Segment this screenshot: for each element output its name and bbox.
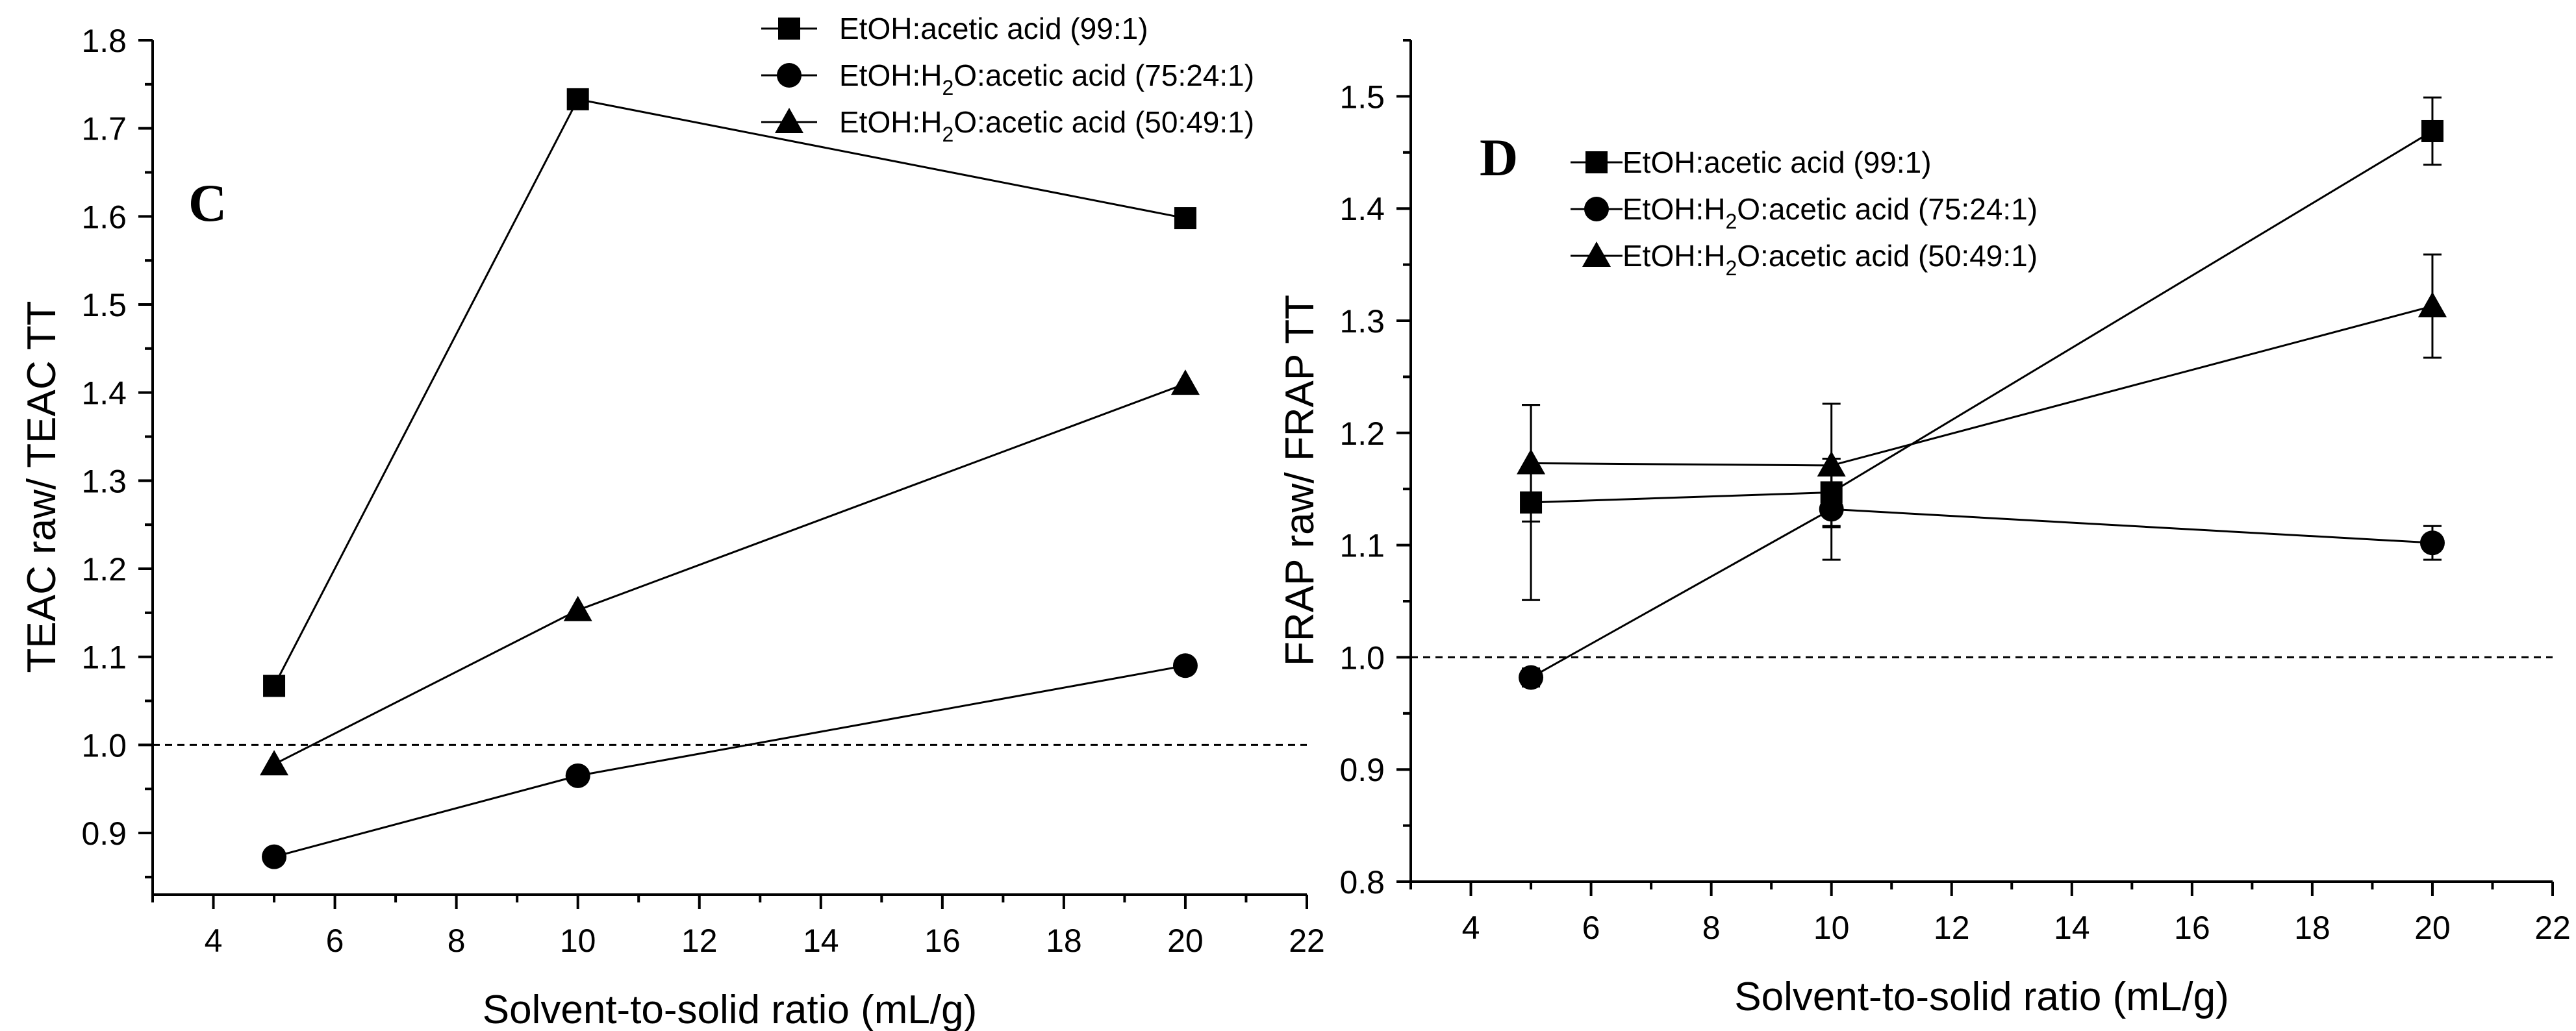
x-tick-label: 10 [1813,910,1850,946]
y-tick-label: 1.4 [1339,191,1385,227]
legend-marker [775,108,803,133]
series-circle [262,653,1198,869]
legend-label: EtOH:acetic acid (99:1) [839,12,1148,45]
legend-label: EtOH:H2O:acetic acid (75:24:1) [839,58,1254,99]
legend-label-part: O:acetic acid (75:24:1) [1737,192,2038,226]
y-axis-title: FRAP raw/ FRAP TT [1278,295,1322,666]
panel-letter: C [188,173,227,232]
data-point [1517,449,1546,475]
legend-label-subscript: 2 [942,123,953,146]
y-tick-label: 1.4 [81,375,127,412]
legend-marker [1584,197,1609,221]
legend-label-part: EtOH:H [839,58,942,92]
y-tick-label: 0.9 [1339,752,1385,788]
data-point [262,844,287,869]
panel-letter: D [1480,128,1518,187]
y-tick-label: 1.0 [81,727,127,764]
y-tick-label: 1.8 [81,23,127,59]
legend-label-part: O:acetic acid (50:49:1) [953,105,1254,139]
x-tick-label: 6 [326,923,344,959]
series-line [273,382,1186,765]
data-point [260,750,289,776]
y-tick-label: 1.5 [1339,79,1385,115]
y-tick-label: 1.6 [81,199,127,235]
x-tick-label: 12 [681,923,718,959]
data-point [2419,530,2445,556]
x-tick-label: 22 [2534,910,2571,946]
x-tick-label: 20 [1167,923,1204,959]
legend: EtOH:acetic acid (99:1)EtOH:H2O:acetic a… [761,12,1254,146]
legend-label-subscript: 2 [1725,210,1737,233]
data-point [1817,451,1846,477]
x-tick-label: 22 [1289,923,1325,959]
x-tick-label: 18 [2294,910,2330,946]
series-line [273,98,1186,687]
x-tick-label: 10 [560,923,596,959]
y-tick-label: 1.2 [81,551,127,588]
data-point [1174,207,1196,230]
data-point [566,88,589,110]
legend-label-subscript: 2 [942,76,953,99]
x-tick-label: 14 [803,923,839,959]
data-point [2418,292,2447,317]
x-tick-label: 4 [1462,910,1480,946]
legend: EtOH:acetic acid (99:1)EtOH:H2O:acetic a… [1571,145,2038,280]
legend-label: EtOH:H2O:acetic acid (50:49:1) [1623,239,2038,280]
y-tick-label: 1.2 [1339,416,1385,452]
data-point [2421,119,2443,142]
x-tick-label: 16 [924,923,961,959]
legend-marker [1585,151,1608,173]
legend-label-part: EtOH:H [839,105,942,139]
series-line [1531,305,2433,467]
series-line [1530,508,2433,678]
x-tick-label: 14 [2054,910,2090,946]
legend-marker [777,63,802,88]
data-point [563,595,592,621]
series-line [1531,130,2433,504]
x-tick-label: 6 [1582,910,1600,946]
y-tick-label: 1.0 [1339,640,1385,676]
y-tick-label: 1.3 [1339,303,1385,340]
y-axis-title: TEAC raw/ TEAC TT [19,301,64,673]
legend-label-part: EtOH:H [1623,192,1725,226]
y-tick-label: 1.7 [81,111,127,147]
x-tick-label: 16 [2174,910,2210,946]
x-tick-label: 8 [1702,910,1721,946]
y-tick-label: 0.9 [81,815,127,852]
legend-label: EtOH:H2O:acetic acid (75:24:1) [1623,192,2038,233]
legend-label-subscript: 2 [1725,256,1737,280]
y-tick-label: 1.5 [81,287,127,323]
x-tick-label: 20 [2414,910,2451,946]
series-circle [1519,458,2445,690]
legend-label: EtOH:acetic acid (99:1) [1623,145,1932,179]
legend-label-part: O:acetic acid (50:49:1) [1737,239,2038,273]
legend-marker [778,18,800,40]
legend-label: EtOH:H2O:acetic acid (50:49:1) [839,105,1254,146]
legend-label-part: O:acetic acid (75:24:1) [953,58,1254,92]
series-square [263,88,1196,697]
panel-d: 4 6 8 10 12 14 16 18 20 220.80.91.01.11.21.31.41.… [1278,39,2571,1019]
legend-label-part: EtOH:H [1623,239,1725,273]
data-point [1170,369,1200,395]
x-axis-title: Solvent-to-solid ratio (mL/g) [483,988,978,1031]
x-tick-label: 8 [448,923,466,959]
x-tick-label: 18 [1046,923,1082,959]
x-tick-label: 12 [1934,910,1970,946]
x-tick-label: 4 [205,923,223,959]
x-axis-title: Solvent-to-solid ratio (mL/g) [1734,975,2229,1019]
legend-marker [1582,242,1611,267]
y-tick-label: 1.1 [1339,528,1385,564]
data-point [263,675,286,697]
panel-c: 4 6 8 10 12 14 16 18 20 220.91.01.11.21.31.41.51.… [19,12,1325,1031]
y-tick-label: 0.8 [1339,864,1385,901]
data-point [565,763,590,788]
data-point [1172,653,1198,678]
y-tick-label: 1.3 [81,463,127,499]
data-point [1519,665,1544,690]
series-triangle [1517,253,2447,528]
y-tick-label: 1.1 [81,640,127,676]
series-triangle [260,369,1200,776]
